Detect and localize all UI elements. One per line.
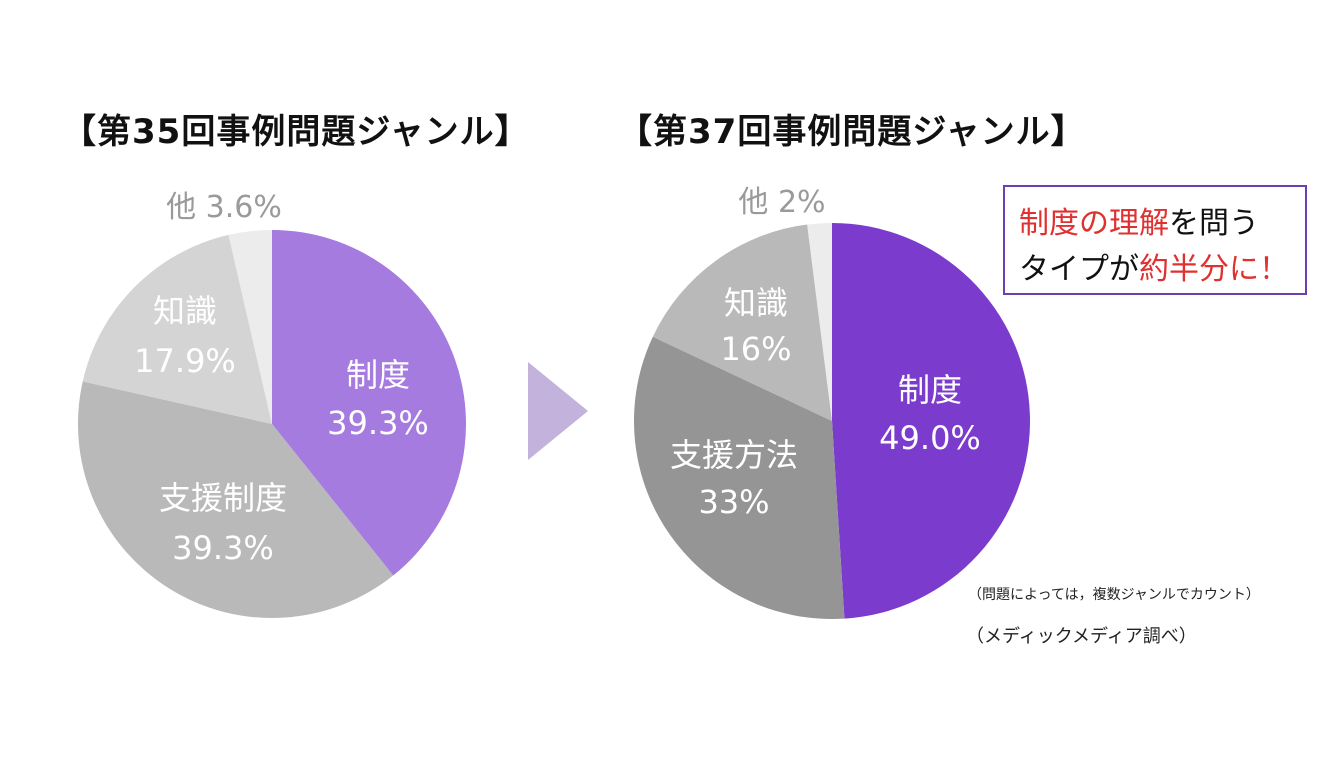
slice-label-1-2: 知識 (724, 284, 788, 322)
slice-value-1-1: 33% (698, 483, 769, 521)
pie-slice-1-1 (633, 336, 845, 619)
pie-chart-35: 制度 39.3% 支援制度 39.3% 知識 17.9% 他 3.6% (78, 190, 466, 618)
callout-line-2: タイプが約半分に！ (1019, 247, 1305, 293)
pie-slice-0-3 (228, 230, 272, 424)
callout-line-1: 制度の理解を問う (1019, 201, 1305, 247)
slice-value-1-0: 49.0% (879, 419, 981, 457)
callout-text-1: を問う (1169, 206, 1259, 241)
chart-title-35: 【第35回事例問題ジャンル】 (62, 112, 530, 152)
slice-label-1-1: 支援方法 (670, 436, 798, 474)
pie-slice-0-0 (272, 230, 466, 576)
chart-title-37: 【第37回事例問題ジャンル】 (618, 112, 1086, 152)
slice-label-0-3: 他 3.6% (166, 190, 282, 225)
slice-label-0-2: 知識 (153, 292, 217, 330)
pie-slice-1-2 (652, 224, 832, 421)
pie-slice-1-0 (832, 223, 1031, 619)
callout-text-2: タイプが (1019, 252, 1139, 287)
callout-box: 制度の理解を問う タイプが約半分に！ (1003, 185, 1307, 295)
slice-value-0-2: 17.9% (134, 342, 236, 380)
pie-slice-0-1 (78, 381, 394, 618)
count-note: （問題によっては，複数ジャンルでカウント） (968, 587, 1260, 603)
transition-arrow-icon (528, 362, 588, 460)
source-note: （メディックメディア調べ） (966, 626, 1197, 647)
slice-label-1-0: 制度 (898, 371, 962, 409)
slice-label-0-0: 制度 (346, 356, 410, 394)
callout-highlight-1: 制度の理解 (1019, 206, 1169, 241)
callout-highlight-2: 約半分に！ (1139, 252, 1289, 287)
pie-chart-37: 制度 49.0% 支援方法 33% 知識 16% 他 2% (633, 185, 1031, 619)
slice-label-0-1: 支援制度 (159, 479, 287, 517)
slice-value-0-1: 39.3% (172, 529, 274, 567)
pie-slice-0-2 (82, 234, 272, 424)
pie-slice-1-3 (807, 223, 832, 421)
slice-label-1-3: 他 2% (738, 185, 825, 220)
slice-value-1-2: 16% (720, 330, 791, 368)
slice-value-0-0: 39.3% (327, 404, 429, 442)
